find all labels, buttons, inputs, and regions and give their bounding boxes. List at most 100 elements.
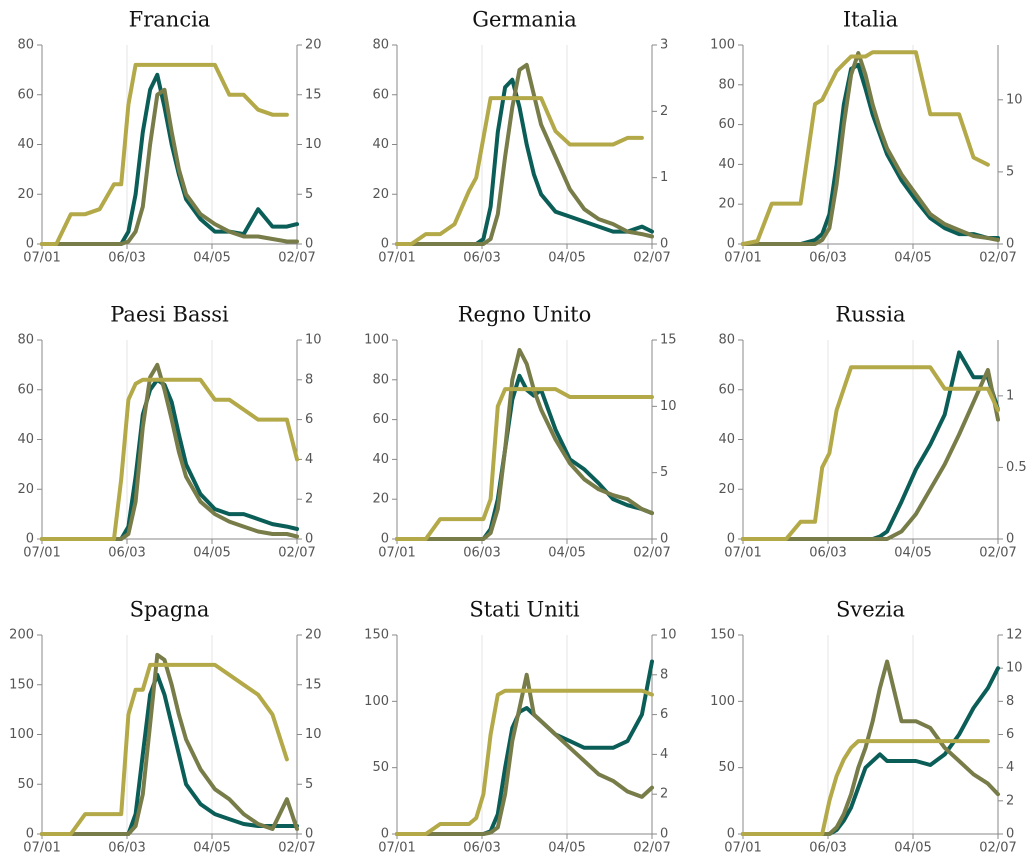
y2-tick-label: 8 <box>660 667 668 682</box>
y2-tick-label: 10 <box>305 333 322 348</box>
y2-tick-label: 4 <box>1006 760 1014 775</box>
y2-tick-label: 6 <box>1006 727 1014 742</box>
chart-title: Germania <box>472 8 576 32</box>
series-line <box>40 62 289 246</box>
chart-title: Paesi Bassi <box>110 303 229 327</box>
x-tick-label: 07/01 <box>23 251 60 266</box>
x-tick-label: 02/07 <box>979 546 1016 561</box>
y-tick-label: 40 <box>718 157 735 172</box>
y-tick-label: 0 <box>381 532 389 547</box>
chart-title: Spagna <box>130 598 210 622</box>
series-line <box>395 688 654 836</box>
series-line <box>40 72 299 246</box>
y-tick-label: 20 <box>718 197 735 212</box>
series-line <box>741 739 990 836</box>
y-tick-label: 40 <box>372 137 389 152</box>
x-tick-label: 06/03 <box>108 841 145 856</box>
y2-tick-label: 0 <box>1006 237 1014 252</box>
x-tick-label: 02/07 <box>979 251 1016 266</box>
series-line <box>741 666 1000 836</box>
y2-tick-label: 15 <box>660 333 677 348</box>
x-tick-label: 07/01 <box>378 841 415 856</box>
y-tick-label: 20 <box>17 482 34 497</box>
y-tick-label: 0 <box>381 827 389 842</box>
series-line <box>741 350 1000 541</box>
y2-tick-label: 10 <box>1006 92 1023 107</box>
y-tick-label: 80 <box>372 372 389 387</box>
y2-tick-label: 10 <box>660 628 677 643</box>
y-tick-label: 20 <box>372 187 389 202</box>
x-tick-label: 02/07 <box>633 546 670 561</box>
y-tick-label: 200 <box>9 628 34 643</box>
series-line <box>395 373 654 541</box>
y2-tick-label: 10 <box>1006 661 1023 676</box>
series-line <box>395 387 654 541</box>
series-line <box>395 62 654 246</box>
y-tick-label: 100 <box>710 38 735 53</box>
y2-tick-label: 0 <box>305 532 313 547</box>
chart-title: Russia <box>835 303 905 327</box>
series-line <box>395 96 644 246</box>
y2-tick-label: 10 <box>305 727 322 742</box>
y2-tick-label: 0 <box>660 532 668 547</box>
y2-tick-label: 3 <box>660 38 668 53</box>
series-line <box>741 51 1000 246</box>
x-tick-label: 07/01 <box>378 251 415 266</box>
y2-tick-label: 10 <box>305 137 322 152</box>
y-tick-label: 60 <box>372 412 389 427</box>
y-tick-label: 100 <box>9 727 34 742</box>
x-tick-label: 02/07 <box>278 251 315 266</box>
y2-tick-label: 5 <box>305 777 313 792</box>
y2-tick-label: 20 <box>305 38 322 53</box>
y2-tick-label: 2 <box>660 787 668 802</box>
y-tick-label: 60 <box>718 382 735 397</box>
chart-title: Svezia <box>836 598 905 622</box>
y-tick-label: 20 <box>718 482 735 497</box>
chart-title: Francia <box>129 8 211 32</box>
y-tick-label: 50 <box>718 760 735 775</box>
y2-tick-label: 0 <box>1006 827 1014 842</box>
x-tick-label: 02/07 <box>633 251 670 266</box>
y2-tick-label: 4 <box>305 452 313 467</box>
series-line <box>40 87 299 246</box>
chart-title: Italia <box>843 8 898 32</box>
x-tick-label: 07/01 <box>23 841 60 856</box>
y-tick-label: 0 <box>727 827 735 842</box>
y2-tick-label: 6 <box>305 412 313 427</box>
y-tick-label: 0 <box>727 532 735 547</box>
x-tick-label: 06/03 <box>809 841 846 856</box>
y-tick-label: 80 <box>17 333 34 348</box>
y-tick-label: 80 <box>17 38 34 53</box>
series-line <box>395 77 654 246</box>
x-tick-label: 07/01 <box>724 251 761 266</box>
x-tick-label: 02/07 <box>278 841 315 856</box>
series-line <box>395 348 654 541</box>
x-tick-label: 06/03 <box>108 251 145 266</box>
y-tick-label: 20 <box>17 187 34 202</box>
x-tick-label: 06/03 <box>108 546 145 561</box>
y-tick-label: 80 <box>718 77 735 92</box>
x-tick-label: 02/07 <box>979 841 1016 856</box>
series-line <box>40 652 299 836</box>
x-tick-label: 04/05 <box>548 841 585 856</box>
x-tick-label: 04/05 <box>894 546 931 561</box>
y2-tick-label: 0 <box>1006 532 1014 547</box>
y2-tick-label: 6 <box>660 707 668 722</box>
series-line <box>741 367 1000 541</box>
x-tick-label: 06/03 <box>463 251 500 266</box>
y2-tick-label: 4 <box>660 747 668 762</box>
x-tick-label: 04/05 <box>894 251 931 266</box>
x-tick-label: 07/01 <box>724 841 761 856</box>
y2-tick-label: 15 <box>305 677 322 692</box>
y-tick-label: 40 <box>17 432 34 447</box>
y2-tick-label: 1 <box>660 170 668 185</box>
y-tick-label: 150 <box>710 628 735 643</box>
y-tick-label: 60 <box>372 87 389 102</box>
series-line <box>741 365 1000 541</box>
y-tick-label: 150 <box>9 677 34 692</box>
y2-tick-label: 2 <box>305 492 313 507</box>
y-tick-label: 50 <box>372 760 389 775</box>
series-line <box>395 672 654 836</box>
y-tick-label: 80 <box>718 333 735 348</box>
